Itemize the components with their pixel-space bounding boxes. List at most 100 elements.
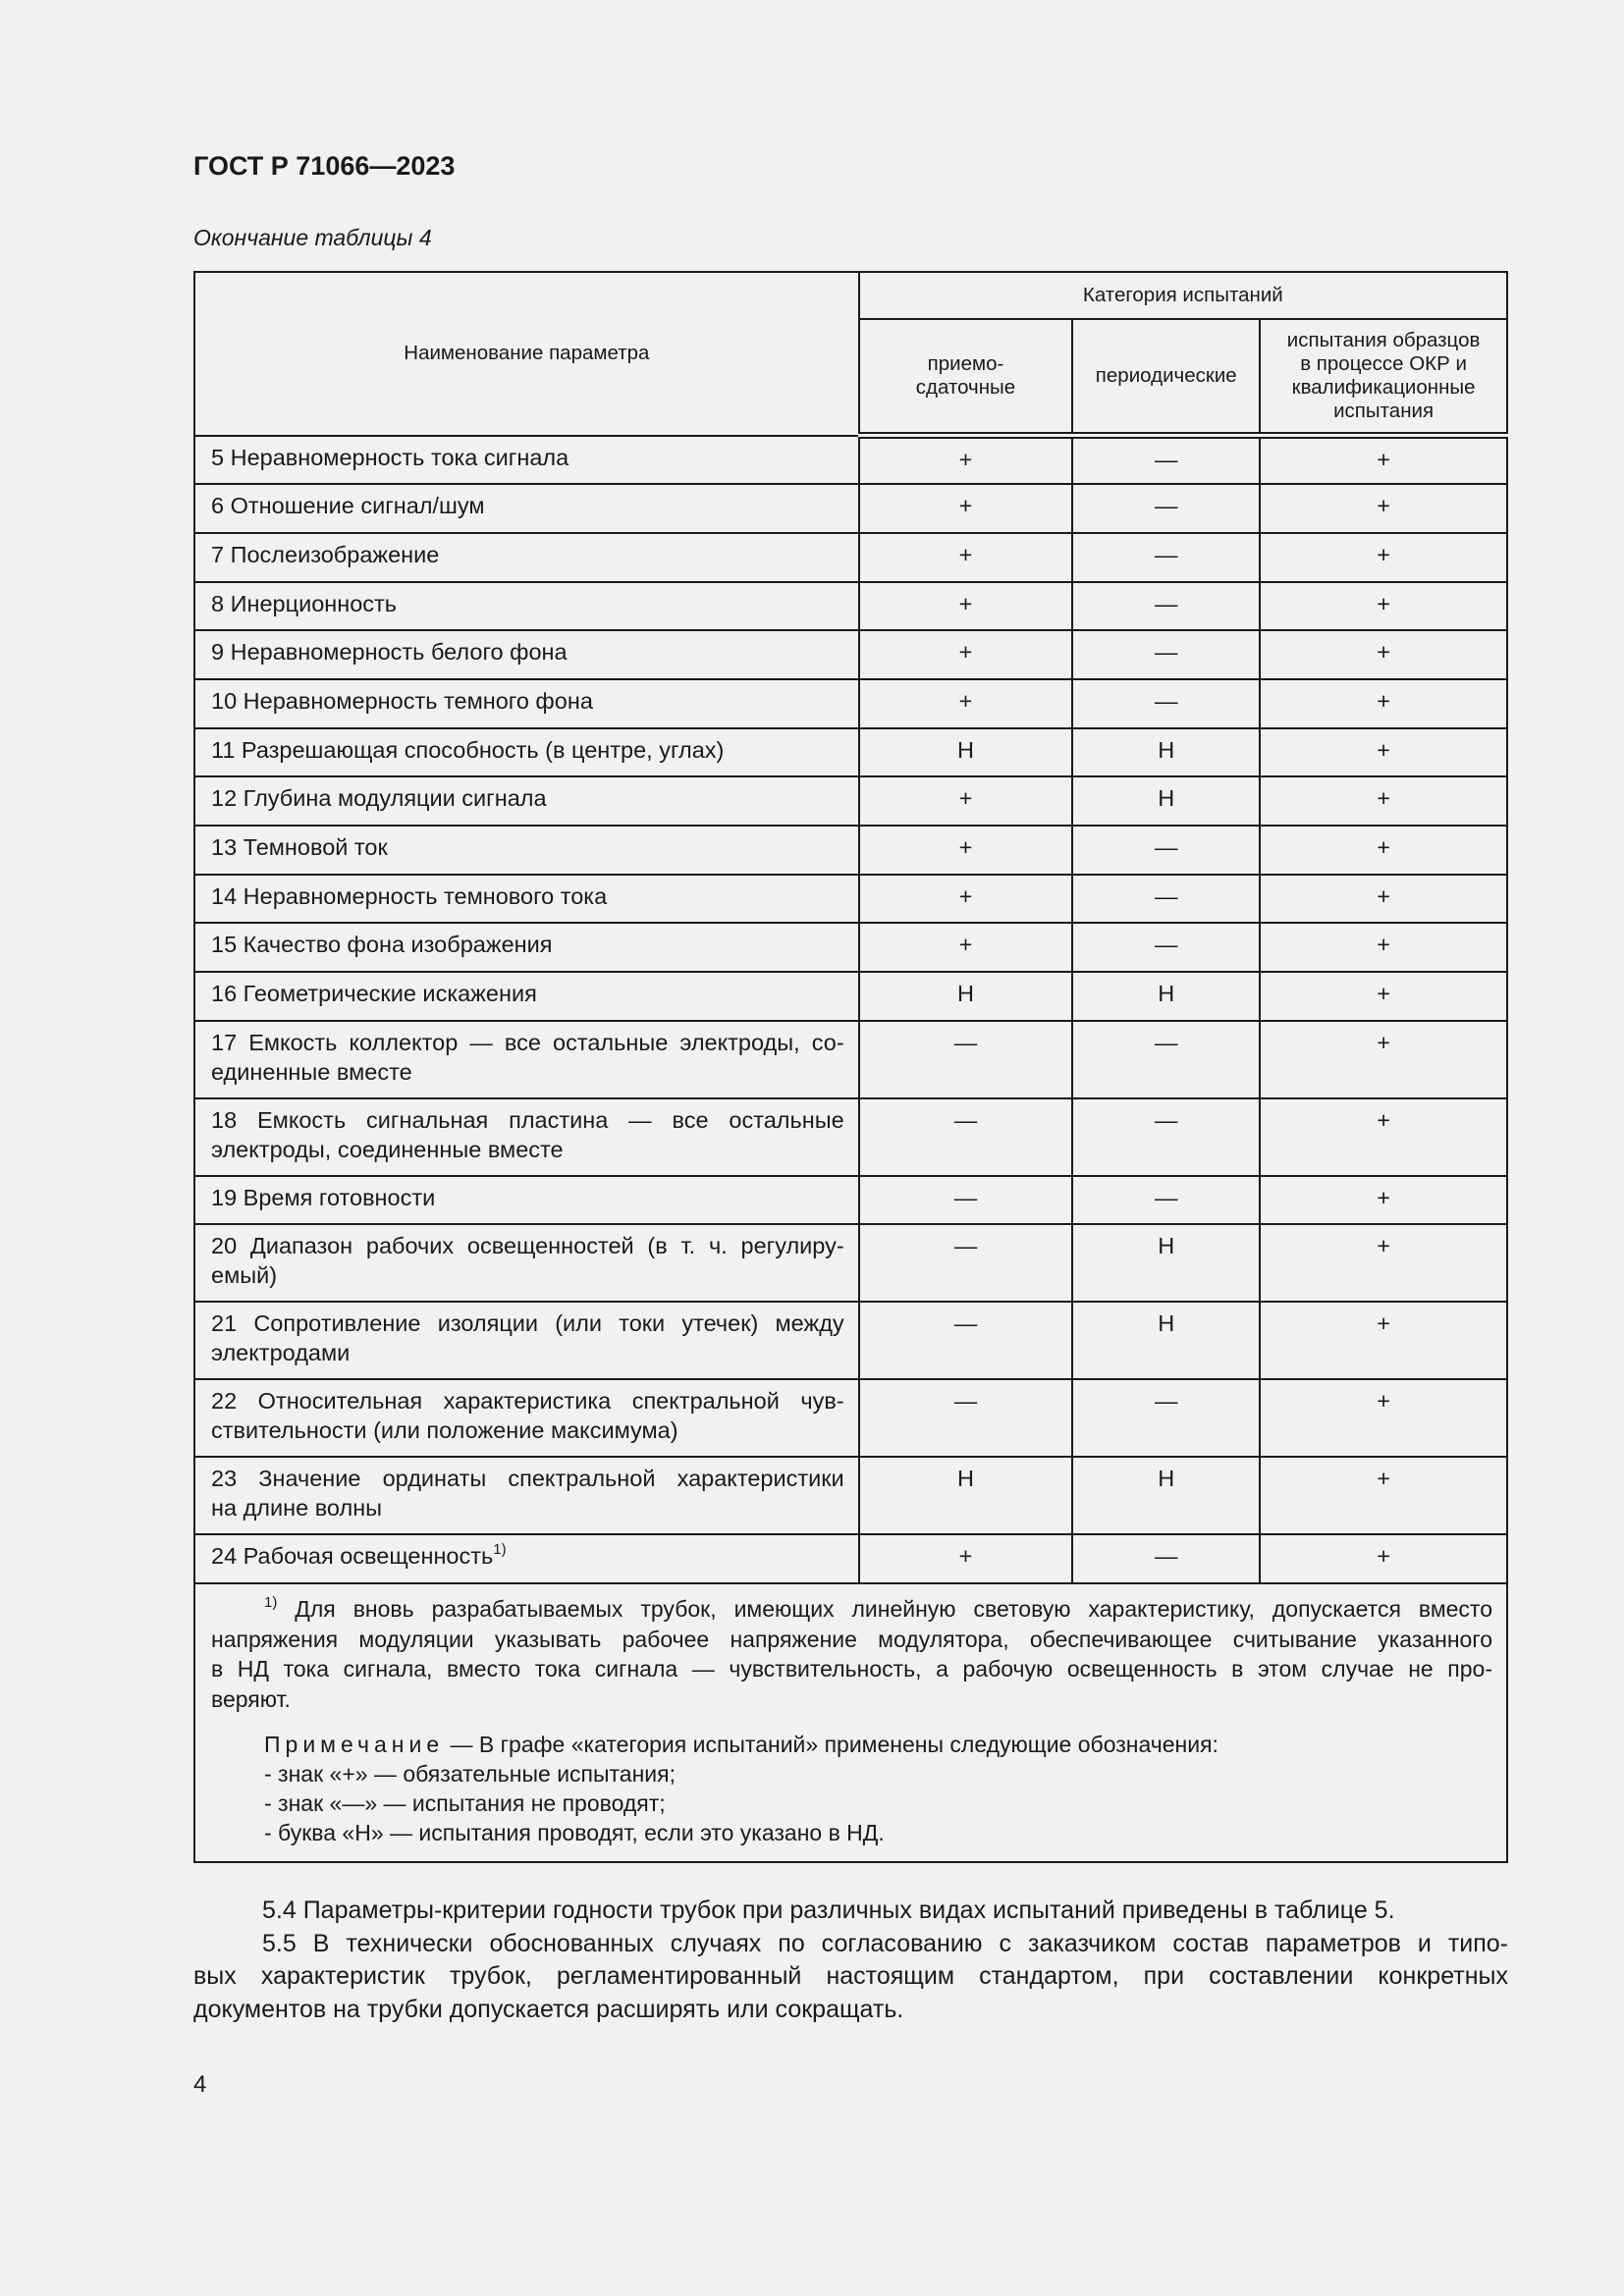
parameter-name-line: 14 Неравномерность темнового тока bbox=[211, 882, 608, 909]
category-value: + bbox=[1259, 677, 1508, 729]
parameter-name-line: электроды, соединенные вместе bbox=[211, 1136, 564, 1162]
paragraph-line: 5.4 Параметры-критерии годности трубок п… bbox=[262, 1896, 1395, 1924]
category-value: + bbox=[857, 629, 1074, 680]
parameter-name: 13 Темновой ток bbox=[193, 825, 860, 876]
parameter-name: 23 Значение ординаты спектральной характ… bbox=[193, 1456, 860, 1536]
parameter-name: 20 Диапазон рабочих освещенностей (в т. … bbox=[193, 1223, 860, 1304]
parameter-name: 11 Разрешающая способность (в центре, уг… bbox=[193, 726, 860, 778]
parameter-name-line: 12 Глубина модуляции сигнала bbox=[211, 785, 547, 812]
parameter-name: 16 Геометрические искажения bbox=[193, 971, 860, 1022]
table-row: 10 Неравномерность темного фона + — + bbox=[193, 677, 1508, 729]
parameter-name-line: 11 Разрешающая способность (в центре, уг… bbox=[211, 736, 725, 763]
parameter-name: 9 Неравномерность белого фона bbox=[193, 629, 860, 680]
category-value: Н bbox=[1071, 971, 1262, 1022]
category-value: — bbox=[1071, 483, 1262, 534]
parameter-name-line: 9 Неравномерность белого фона bbox=[211, 639, 568, 666]
table-row: 11 Разрешающая способность (в центре, уг… bbox=[193, 726, 1508, 778]
footnote-line: в НД тока сигнала, вместо тока сигнала —… bbox=[211, 1654, 1492, 1684]
parameter-name-line: 23 Значение ординаты спектральной характ… bbox=[211, 1466, 844, 1492]
note: Примечание — В графе «категория испытани… bbox=[211, 1730, 1492, 1847]
category-value: + bbox=[857, 531, 1074, 583]
parameter-name: 17 Емкость коллектор — все остальные эле… bbox=[193, 1019, 860, 1099]
category-value: — bbox=[1071, 1378, 1262, 1459]
page-number: 4 bbox=[193, 2071, 207, 2098]
category-value: + bbox=[1259, 1223, 1508, 1304]
parameter-name: 14 Неравномерность темнового тока bbox=[193, 873, 860, 925]
category-value: + bbox=[1259, 1456, 1508, 1536]
footnote-line: напряжения модуляции указывать рабочее н… bbox=[211, 1625, 1492, 1655]
table-row: 6 Отношение сигнал/шум + — + bbox=[193, 483, 1508, 534]
parameter-name: 18 Емкость сигнальная пластина — все ост… bbox=[193, 1096, 860, 1177]
category-value: + bbox=[1259, 873, 1508, 925]
category-value: — bbox=[857, 1174, 1074, 1226]
category-value: — bbox=[857, 1378, 1074, 1459]
category-value: Н bbox=[1071, 1456, 1262, 1536]
note-item: - буква «Н» — испытания проводят, если э… bbox=[264, 1820, 885, 1846]
parameter-name-line: 22 Относительная характеристика спектрал… bbox=[211, 1388, 844, 1415]
category-value: + bbox=[1259, 971, 1508, 1022]
category-value: Н bbox=[857, 1456, 1074, 1536]
table-row: 5 Неравномерность тока сигнала + — + bbox=[193, 434, 1508, 486]
parameter-name-line: 16 Геометрические искажения bbox=[211, 981, 537, 1007]
category-value: + bbox=[857, 775, 1074, 827]
table-caption: Окончание таблицы 4 bbox=[193, 225, 432, 250]
category-value: — bbox=[1071, 873, 1262, 925]
footnote-marker: 1) bbox=[493, 1541, 507, 1559]
footnote-marker: 1) bbox=[264, 1594, 278, 1612]
category-value: — bbox=[1071, 434, 1262, 486]
footnote-text: в НД тока сигнала, вместо тока сигнала —… bbox=[211, 1656, 1492, 1682]
category-value: + bbox=[1259, 1019, 1508, 1099]
note-item: - знак «+» — обязательные испытания; bbox=[264, 1761, 676, 1788]
document-title: ГОСТ Р 71066—2023 bbox=[193, 151, 456, 181]
parameter-name-line: 19 Время готовности bbox=[211, 1184, 436, 1210]
body-text: 5.4 Параметры-критерии годности трубок п… bbox=[193, 1895, 1508, 2026]
parameter-name: 24 Рабочая освещенность1) bbox=[193, 1533, 860, 1585]
category-value: + bbox=[1259, 726, 1508, 778]
parameter-name: 21 Сопротивление изоляции (или токи утеч… bbox=[193, 1301, 860, 1381]
category-value: + bbox=[1259, 580, 1508, 632]
category-value: — bbox=[1071, 1096, 1262, 1177]
paragraph-line: документов на трубки допускается расширя… bbox=[193, 1995, 904, 2023]
category-value: + bbox=[1259, 434, 1508, 486]
category-value: + bbox=[857, 677, 1074, 729]
category-value: — bbox=[1071, 1174, 1262, 1226]
footnote-text: напряжения модуляции указывать рабочее н… bbox=[211, 1626, 1492, 1652]
table-row: 12 Глубина модуляции сигнала + Н + bbox=[193, 775, 1508, 827]
parameter-name-line: электродами bbox=[211, 1340, 351, 1366]
category-value: — bbox=[857, 1301, 1074, 1381]
table-row: 22 Относительная характеристика спектрал… bbox=[193, 1378, 1508, 1459]
category-value: — bbox=[1071, 922, 1262, 974]
table-row: 23 Значение ординаты спектральной характ… bbox=[193, 1456, 1508, 1536]
paragraph-line: 5.5 В технически обоснованных случаях по… bbox=[262, 1929, 1508, 1957]
table-row: 21 Сопротивление изоляции (или токи утеч… bbox=[193, 1301, 1508, 1381]
parameter-name-line: 5 Неравномерность тока сигнала bbox=[211, 444, 569, 470]
table-row: 24 Рабочая освещенность1) + — + bbox=[193, 1533, 1508, 1585]
category-value: + bbox=[1259, 629, 1508, 680]
table-row: 13 Темновой ток + — + bbox=[193, 825, 1508, 876]
table-row: 8 Инерционность + — + bbox=[193, 580, 1508, 632]
parameter-name: 8 Инерционность bbox=[193, 580, 860, 632]
parameter-name: 10 Неравномерность темного фона bbox=[193, 677, 860, 729]
parameter-name: 6 Отношение сигнал/шум bbox=[193, 483, 860, 534]
table-notes-row: 1) Для вновь разрабатываемых трубок, име… bbox=[193, 1582, 1508, 1864]
parameter-name-line: 15 Качество фона изображения bbox=[211, 932, 553, 958]
category-value: + bbox=[857, 580, 1074, 632]
parameter-name: 15 Качество фона изображения bbox=[193, 922, 860, 974]
table-row: 16 Геометрические искажения Н Н + bbox=[193, 971, 1508, 1022]
category-value: + bbox=[857, 483, 1074, 534]
category-value: — bbox=[1071, 825, 1262, 876]
paragraph-line: вых характеристик трубок, регламентирова… bbox=[193, 1962, 1508, 1990]
parameter-name-line: 6 Отношение сигнал/шум bbox=[211, 493, 485, 519]
category-value: Н bbox=[857, 726, 1074, 778]
category-value: + bbox=[857, 825, 1074, 876]
category-value: + bbox=[1259, 1533, 1508, 1585]
table-row: 15 Качество фона изображения + — + bbox=[193, 922, 1508, 974]
parameter-name-line: 18 Емкость сигнальная пластина — все ост… bbox=[211, 1106, 844, 1133]
category-value: Н bbox=[1071, 1301, 1262, 1381]
parameter-name: 12 Глубина модуляции сигнала bbox=[193, 775, 860, 827]
category-value: + bbox=[1259, 531, 1508, 583]
parameter-name: 7 Послеизображение bbox=[193, 531, 860, 583]
parameter-name-line: на длине волны bbox=[211, 1495, 383, 1522]
parameter-name-line: единенные вместе bbox=[211, 1058, 412, 1085]
header-qualification: испытания образцов в процессе ОКР и квал… bbox=[1259, 318, 1508, 439]
